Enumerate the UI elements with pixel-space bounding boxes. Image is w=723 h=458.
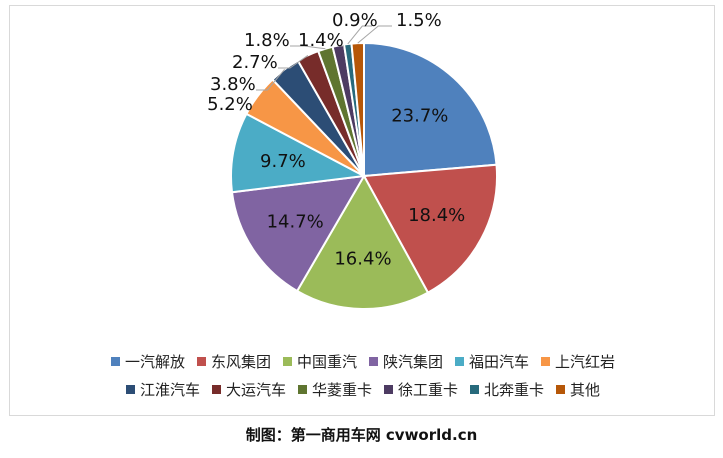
chart-frame: 23.7% 18.4% 16.4% 14.7% 9.7% 5.2% 3.8% 2.7% 1.8%… — [9, 5, 715, 416]
legend-swatch — [196, 357, 206, 366]
legend-label: 一汽解放 — [124, 353, 185, 371]
legend-item-1: 一汽解放 — [110, 351, 185, 372]
legend-label: 上汽红岩 — [555, 353, 616, 371]
data-label-10: 1.4% — [298, 30, 344, 51]
legend-label: 陕汽集团 — [383, 353, 444, 371]
legend-item-9: 华菱重卡 — [297, 379, 372, 400]
legend-item-4: 陕汽集团 — [369, 351, 443, 372]
legend-item-2: 东风集团 — [196, 351, 271, 372]
data-label-3: 16.4% — [334, 248, 391, 269]
legend-label: 江淮汽车 — [139, 381, 200, 399]
pie-chart: 23.7% 18.4% 16.4% 14.7% 9.7% 5.2%3.8%2.7%1.8%… — [207, 10, 498, 310]
data-label-6: 5.2% — [207, 94, 253, 115]
legend-label: 北奔重卡 — [484, 381, 545, 399]
legend-label: 大运汽车 — [225, 381, 286, 399]
legend-swatch — [110, 357, 120, 366]
legend-item-10: 徐工重卡 — [384, 379, 458, 400]
legend-label: 福田汽车 — [469, 353, 530, 371]
legend-swatch — [125, 385, 135, 394]
legend-label: 其他 — [570, 381, 601, 399]
pie-slice-4 — [230, 174, 366, 293]
legend-swatch — [282, 357, 292, 366]
legend-swatch — [470, 385, 480, 394]
legend-item-11: 北奔重卡 — [470, 379, 544, 400]
data-label-1: 23.7% — [391, 105, 448, 126]
legend-swatch — [369, 357, 378, 366]
leader-line-12 — [357, 25, 392, 44]
legend-row-1: 一汽解放 东风集团 中国重汽 陕汽集团 福田汽车 上汽红岩 — [10, 351, 716, 372]
pie-slice-3 — [295, 173, 430, 310]
data-label-7: 3.8% — [210, 74, 256, 95]
legend-item-7: 江淮汽车 — [125, 379, 200, 400]
leader-line-8 — [278, 55, 309, 69]
legend-swatch — [384, 385, 393, 394]
data-label-2: 18.4% — [408, 205, 465, 226]
data-label-5: 9.7% — [260, 151, 306, 172]
legend-item-3: 中国重汽 — [282, 351, 357, 372]
leader-line-11 — [347, 25, 372, 45]
legend-swatch — [455, 357, 465, 366]
data-label-11: 0.9% — [332, 10, 378, 31]
legend-row-2: 江淮汽车 大运汽车 华菱重卡 徐工重卡 北奔重卡 其他 — [10, 379, 716, 400]
source-caption: 制图：第一商用车网 cvworld.cn — [245, 426, 478, 444]
legend-item-6: 上汽红岩 — [541, 351, 615, 372]
leader-line-7 — [256, 68, 286, 91]
legend-swatch — [541, 357, 551, 366]
data-label-4: 14.7% — [267, 211, 324, 232]
legend-label: 徐工重卡 — [398, 381, 459, 399]
legend-swatch — [211, 385, 221, 394]
legend-label: 东风集团 — [210, 353, 271, 371]
data-label-12: 1.5% — [396, 10, 442, 31]
legend-item-12: 其他 — [556, 379, 600, 400]
legend-item-5: 福田汽车 — [455, 351, 529, 372]
legend-swatch — [556, 385, 566, 394]
legend-label: 中国重汽 — [296, 353, 357, 371]
legend-label: 华菱重卡 — [311, 381, 372, 399]
pie-slice-5 — [230, 112, 368, 194]
leader-line-9 — [290, 45, 326, 50]
data-label-8: 2.7% — [232, 52, 278, 73]
pie-slice-1 — [363, 41, 498, 178]
legend-item-8: 大运汽车 — [211, 379, 286, 400]
legend-swatch — [297, 385, 307, 394]
data-label-9: 1.8% — [244, 30, 290, 51]
pie-slice-2 — [362, 163, 498, 294]
